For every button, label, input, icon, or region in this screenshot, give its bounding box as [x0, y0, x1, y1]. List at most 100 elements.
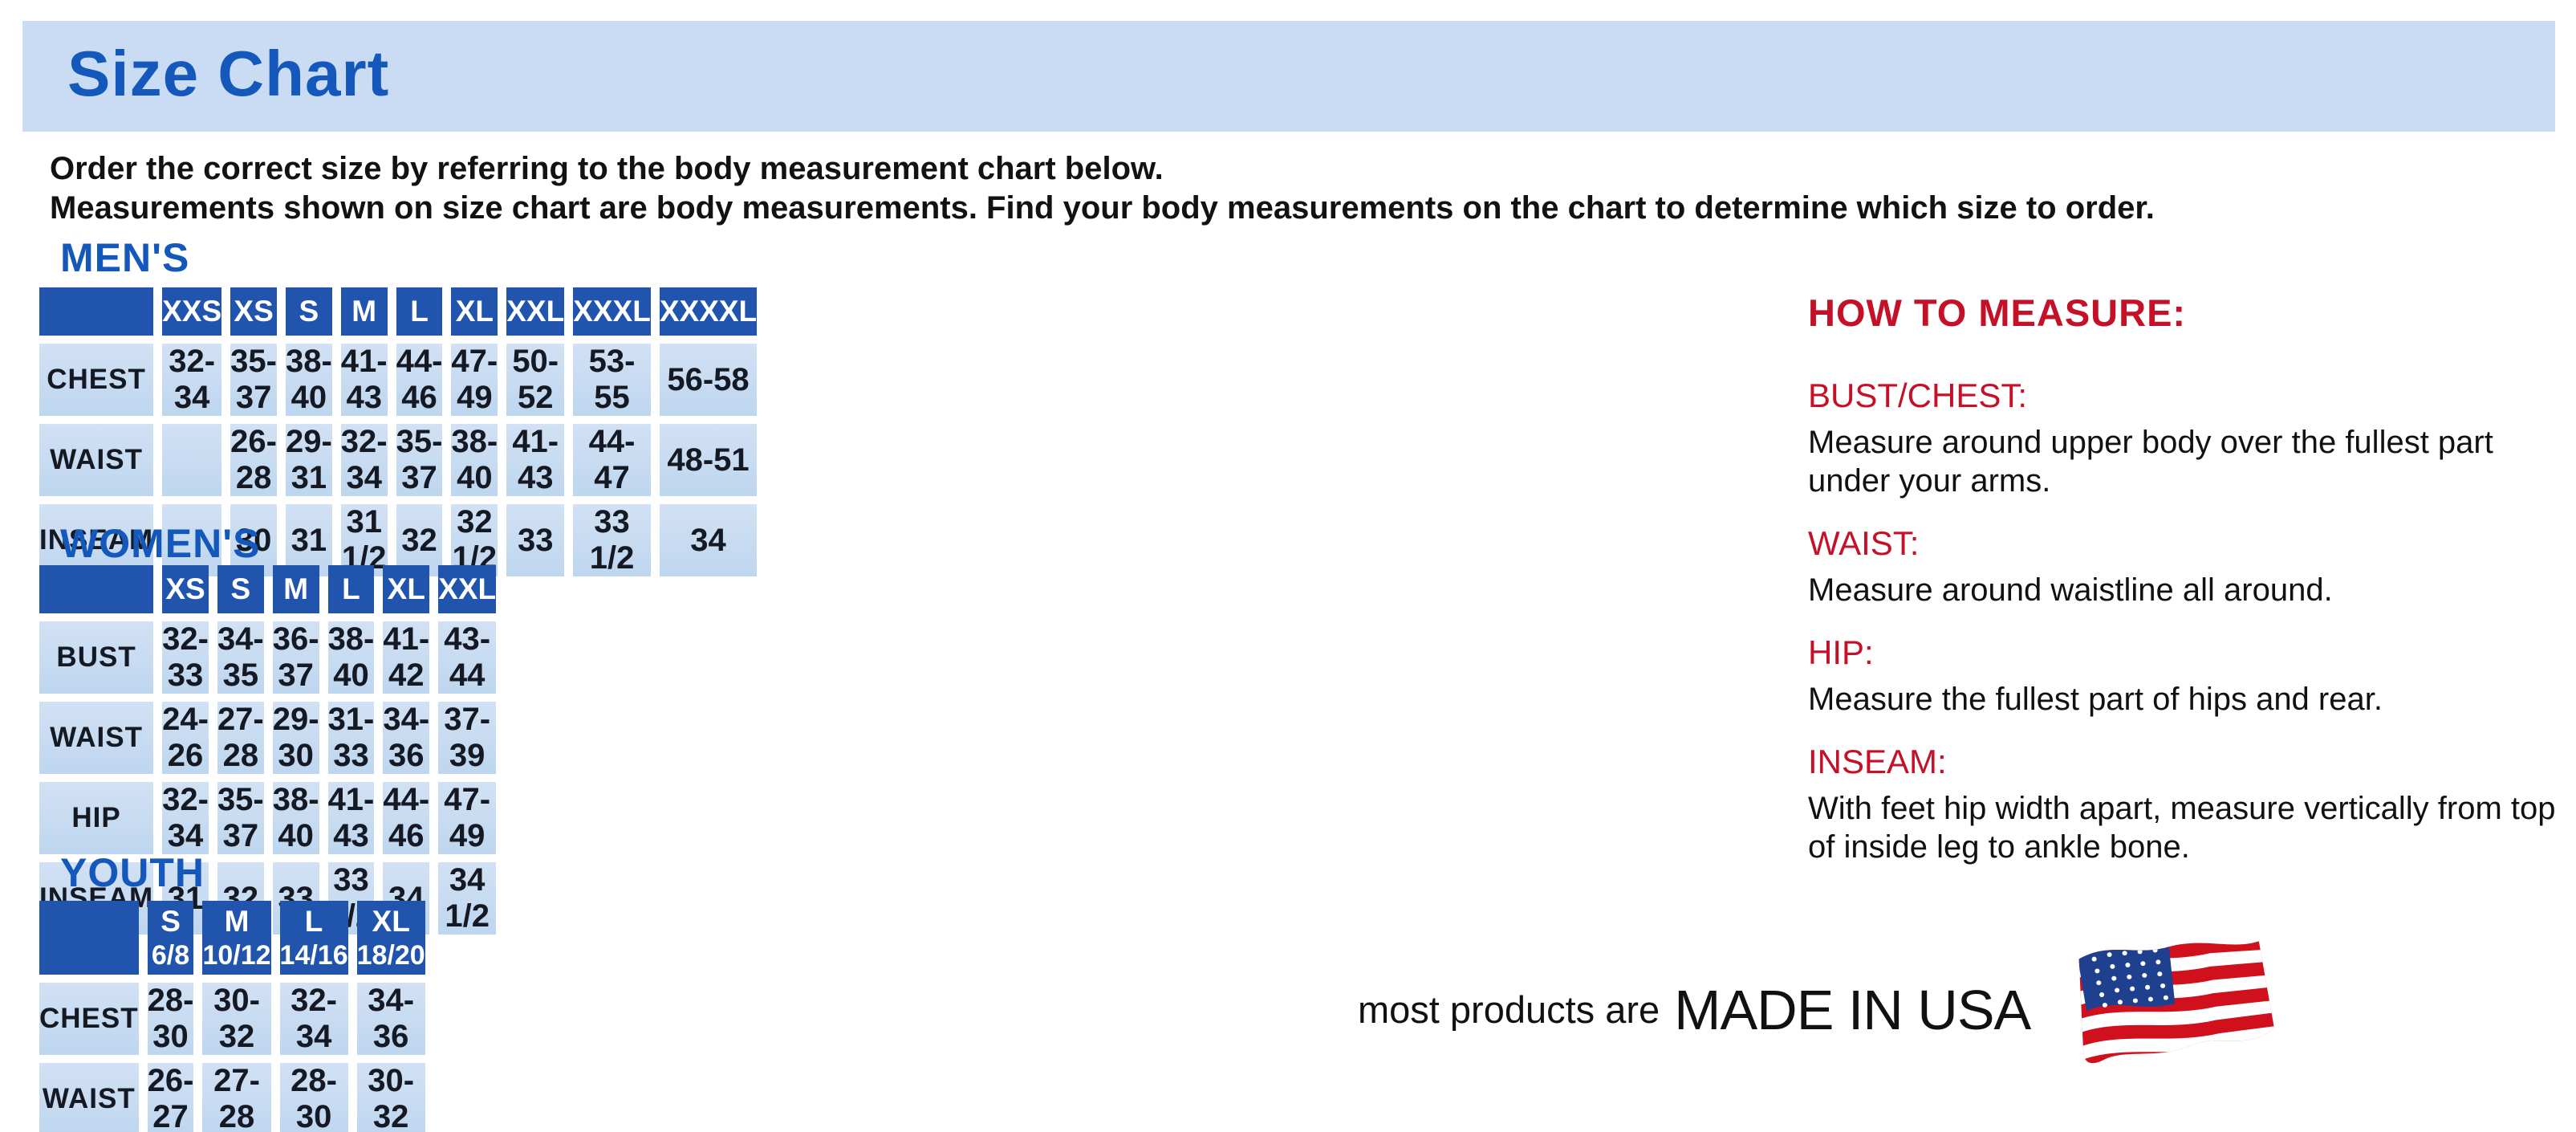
table-row: INSEAM 30 31 31 1/2 32 32 1/2 33 33 1/2 … [39, 504, 758, 576]
table-row: WAIST 26-28 29-31 32-34 35-37 38-40 41-4… [39, 424, 758, 496]
size-cell: 35-37 [396, 424, 443, 496]
size-cell: 27-28 [217, 702, 264, 774]
row-label: WAIST [39, 1063, 139, 1132]
size-cell: 34 [659, 504, 758, 576]
measure-text: With feet hip width apart, measure verti… [1808, 791, 2556, 865]
column-header: S [285, 287, 332, 336]
measure-heading: HIP: [1808, 633, 1874, 671]
row-label: CHEST [39, 983, 139, 1055]
section-label-womens: WOMEN'S [60, 521, 261, 566]
size-cell: 35-37 [230, 344, 277, 416]
size-cell: 28-30 [279, 1063, 348, 1132]
size-cell: 36-37 [272, 621, 319, 694]
measure-heading: INSEAM: [1808, 743, 1947, 780]
measure-text: Measure around upper body over the fulle… [1808, 425, 2493, 499]
row-label: CHEST [39, 344, 154, 416]
size-cell: 32-33 [162, 621, 209, 694]
section-label-mens: MEN'S [60, 235, 190, 280]
column-header: XXXXL [659, 287, 758, 336]
column-header: XL [451, 287, 498, 336]
size-cell: 26-27 [147, 1063, 194, 1132]
made-in-usa-text: MADE IN USA [1674, 978, 2031, 1041]
made-in-usa-banner: most products are MADE IN USA [1358, 935, 2286, 1084]
youth-age-range: 6/8 [151, 939, 190, 971]
size-cell: 43-44 [438, 621, 497, 694]
row-label: HIP [39, 782, 154, 854]
column-header: L 14/16 [279, 901, 348, 975]
column-header: L [396, 287, 443, 336]
column-header: XXL [438, 565, 497, 613]
size-cell: 24-26 [162, 702, 209, 774]
youth-age-range: 14/16 [279, 939, 348, 971]
intro-line-1: Order the correct size by referring to t… [50, 151, 1164, 186]
column-header: S [217, 565, 264, 613]
column-header: XL [383, 565, 430, 613]
table-row: CHEST 28-30 30-32 32-34 34-36 [39, 983, 425, 1055]
row-label: INSEAM [39, 504, 154, 576]
section-label-youth: YOUTH [60, 850, 205, 895]
size-cell: 31 1/2 [340, 504, 388, 576]
column-header: XS [230, 287, 277, 336]
size-cell: 38-40 [285, 344, 332, 416]
size-cell: 50-52 [506, 344, 565, 416]
size-cell: 47-49 [451, 344, 498, 416]
us-flag-icon [2058, 935, 2286, 1084]
size-cell: 34-36 [383, 702, 430, 774]
measure-item-inseam: INSEAM: With feet hip width apart, measu… [1808, 743, 2570, 866]
mens-size-table: XXS XS S M L XL XXL XXXL XXXXL CHEST 32-… [30, 279, 766, 584]
size-cell: 44-46 [383, 782, 430, 854]
size-cell: 44-47 [573, 424, 651, 496]
size-cell: 29-30 [272, 702, 319, 774]
size-cell: 41-43 [340, 344, 388, 416]
column-header: M [340, 287, 388, 336]
column-header: XXS [162, 287, 222, 336]
column-header: S 6/8 [147, 901, 194, 975]
size-cell: 32-34 [340, 424, 388, 496]
table-row: BUST 32-33 34-35 36-37 38-40 41-42 43-44 [39, 621, 497, 694]
corner-cell [39, 901, 139, 975]
table-row: CHEST 32-34 35-37 38-40 41-43 44-46 47-4… [39, 344, 758, 416]
size-cell: 38-40 [327, 621, 375, 694]
row-label: BUST [39, 621, 154, 694]
size-cell: 33 1/2 [573, 504, 651, 576]
size-cell: 53-55 [573, 344, 651, 416]
page-title: Size Chart [67, 38, 390, 109]
size-cell: 32-34 [162, 344, 222, 416]
size-cell: 33 [506, 504, 565, 576]
size-cell: 34 1/2 [438, 862, 497, 935]
measure-text: Measure around waistline all around. [1808, 572, 2333, 608]
size-cell: 44-46 [396, 344, 443, 416]
column-header: M 10/12 [202, 901, 271, 975]
youth-age-range: 10/12 [202, 939, 271, 971]
intro-text: Order the correct size by referring to t… [50, 149, 2155, 228]
column-header: XS [162, 565, 209, 613]
size-cell: 34-36 [356, 983, 425, 1055]
size-cell: 38-40 [272, 782, 319, 854]
size-cell: 32-34 [162, 782, 209, 854]
size-cell: 31 [285, 504, 332, 576]
size-cell: 27-28 [202, 1063, 271, 1132]
youth-size: XL [372, 904, 410, 938]
size-cell: 48-51 [659, 424, 758, 496]
column-header: L [327, 565, 375, 613]
intro-line-2: Measurements shown on size chart are bod… [50, 190, 2155, 226]
size-cell: 47-49 [438, 782, 497, 854]
size-cell: 41-43 [327, 782, 375, 854]
youth-size: L [304, 904, 323, 938]
size-cell: 34-35 [217, 621, 264, 694]
youth-size: S [160, 904, 181, 938]
measure-heading: BUST/CHEST: [1808, 377, 2028, 414]
row-label: WAIST [39, 424, 154, 496]
corner-cell [39, 565, 154, 613]
size-cell: 26-28 [230, 424, 277, 496]
size-cell: 28-30 [147, 983, 194, 1055]
measure-text: Measure the fullest part of hips and rea… [1808, 682, 2383, 717]
size-cell: 29-31 [285, 424, 332, 496]
measure-item-waist: WAIST: Measure around waistline all arou… [1808, 524, 2570, 609]
size-cell: 35-37 [217, 782, 264, 854]
size-cell: 41-43 [506, 424, 565, 496]
size-cell: 32 [396, 504, 443, 576]
table-row: HIP 32-34 35-37 38-40 41-43 44-46 47-49 [39, 782, 497, 854]
size-cell: 41-42 [383, 621, 430, 694]
